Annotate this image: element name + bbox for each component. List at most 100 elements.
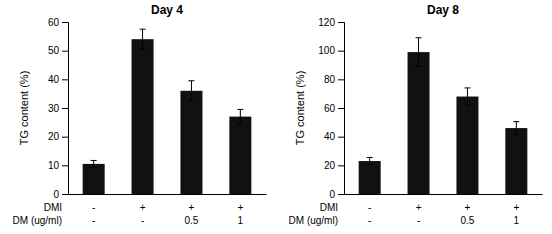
panel: Day 4 0 10 20 30 40 50 60 TG content (%) DMI - + + + D…: [13, 3, 267, 226]
bar: [83, 164, 105, 194]
error-bar: [91, 160, 97, 167]
y-tick-mark: [338, 194, 344, 195]
y-label: TG content (%): [18, 71, 30, 146]
y-tick: 0: [329, 189, 344, 200]
row-value: +: [465, 202, 471, 213]
row-label: DM (ug/ml): [13, 215, 62, 226]
error-bar: [237, 109, 243, 123]
y-tick-mark: [62, 137, 68, 138]
bar: [180, 91, 202, 194]
y-tick-mark: [62, 51, 68, 52]
marks: [359, 38, 528, 194]
row-value: -: [92, 202, 95, 213]
error-bar: [464, 88, 470, 105]
row-value: -: [92, 215, 95, 226]
row-value: 0.5: [184, 215, 198, 226]
y-tick-mark: [62, 194, 68, 195]
error-bar: [188, 81, 194, 101]
panel: Day 8 0 20 40 60 80 100 120 TG content (%) DMI - + +…: [289, 3, 543, 226]
y-tick-label: 0: [53, 189, 59, 200]
chart: Day 40102030405060TG content (%)DMI-+++D…: [0, 0, 552, 234]
row-label: DM (ug/ml): [289, 215, 338, 226]
y-tick-label: 30: [48, 103, 60, 114]
bar: [132, 39, 154, 194]
y-tick-label: 100: [318, 45, 335, 56]
y-tick-mark: [338, 137, 344, 138]
x-axis-line: [69, 194, 267, 195]
y-tick-mark: [338, 108, 344, 109]
y-tick-mark: [338, 22, 344, 23]
y-tick: 100: [318, 45, 344, 56]
y-axis-line: [338, 23, 345, 195]
error-bar: [513, 122, 519, 135]
y-tick-label: 60: [324, 103, 336, 114]
y-tick-mark: [338, 165, 344, 166]
row-value: -: [368, 215, 371, 226]
bar: [359, 161, 381, 194]
row-value: 1: [238, 215, 244, 226]
y-tick: 50: [48, 45, 68, 56]
y-tick-label: 40: [324, 131, 336, 142]
y-tick-label: 120: [318, 17, 335, 28]
row-value: 1: [514, 215, 520, 226]
y-tick: 120: [318, 17, 344, 28]
y-tick-label: 80: [324, 74, 336, 85]
row-values: - + + +: [368, 202, 519, 213]
bar: [408, 52, 430, 194]
row-label: DMI: [44, 202, 62, 213]
y-tick-label: 40: [48, 74, 60, 85]
x-axis-line: [345, 194, 543, 195]
y-axis: 0 20 40 60 80 100 120: [318, 17, 344, 200]
y-tick-label: 10: [48, 160, 60, 171]
row-values: - - 0.5 1: [368, 215, 520, 226]
x-axis: [345, 194, 543, 195]
y-tick: 40: [324, 131, 344, 142]
row-values: - + + +: [92, 202, 243, 213]
row-value: 0.5: [460, 215, 474, 226]
y-tick-mark: [338, 51, 344, 52]
y-tick-mark: [338, 79, 344, 80]
row-value: +: [237, 202, 243, 213]
row-value: +: [416, 202, 422, 213]
y-tick-label: 60: [48, 17, 60, 28]
y-tick-label: 20: [324, 160, 336, 171]
row-value: -: [368, 202, 371, 213]
row-value: +: [140, 202, 146, 213]
error-bar: [416, 38, 422, 67]
marks: [83, 29, 252, 194]
y-tick: 30: [48, 103, 68, 114]
y-axis-line: [62, 23, 69, 195]
y-tick-mark: [62, 79, 68, 80]
y-tick-mark: [62, 22, 68, 23]
row-value: +: [513, 202, 519, 213]
y-tick: 10: [48, 160, 68, 171]
bar: [505, 128, 527, 194]
y-tick: 60: [324, 103, 344, 114]
row-values: - - 0.5 1: [92, 215, 244, 226]
y-tick: 60: [48, 17, 68, 28]
y-tick-label: 20: [48, 131, 60, 142]
y-tick-label: 50: [48, 45, 60, 56]
y-label: TG content (%): [294, 71, 306, 146]
bar: [456, 97, 478, 194]
title: Day 4: [151, 3, 183, 17]
y-tick-mark: [62, 165, 68, 166]
y-tick: 40: [48, 74, 68, 85]
plot-area: 0 10 20 30 40 50 60 TG content (%) DMI - + + + DM (ug…: [13, 17, 267, 226]
y-tick: 80: [324, 74, 344, 85]
bar: [229, 117, 251, 194]
y-tick: 20: [324, 160, 344, 171]
y-axis: 0 10 20 30 40 50 60: [48, 17, 69, 200]
y-tick-label: 0: [329, 189, 335, 200]
row-value: -: [141, 215, 144, 226]
y-tick: 0: [53, 189, 68, 200]
row-value: +: [189, 202, 195, 213]
y-tick-mark: [62, 108, 68, 109]
title: Day 8: [427, 3, 459, 17]
error-bar: [367, 157, 373, 164]
error-bar: [140, 29, 146, 49]
row-label: DMI: [320, 202, 338, 213]
y-tick: 20: [48, 131, 68, 142]
row-value: -: [417, 215, 420, 226]
x-axis: [69, 194, 267, 195]
